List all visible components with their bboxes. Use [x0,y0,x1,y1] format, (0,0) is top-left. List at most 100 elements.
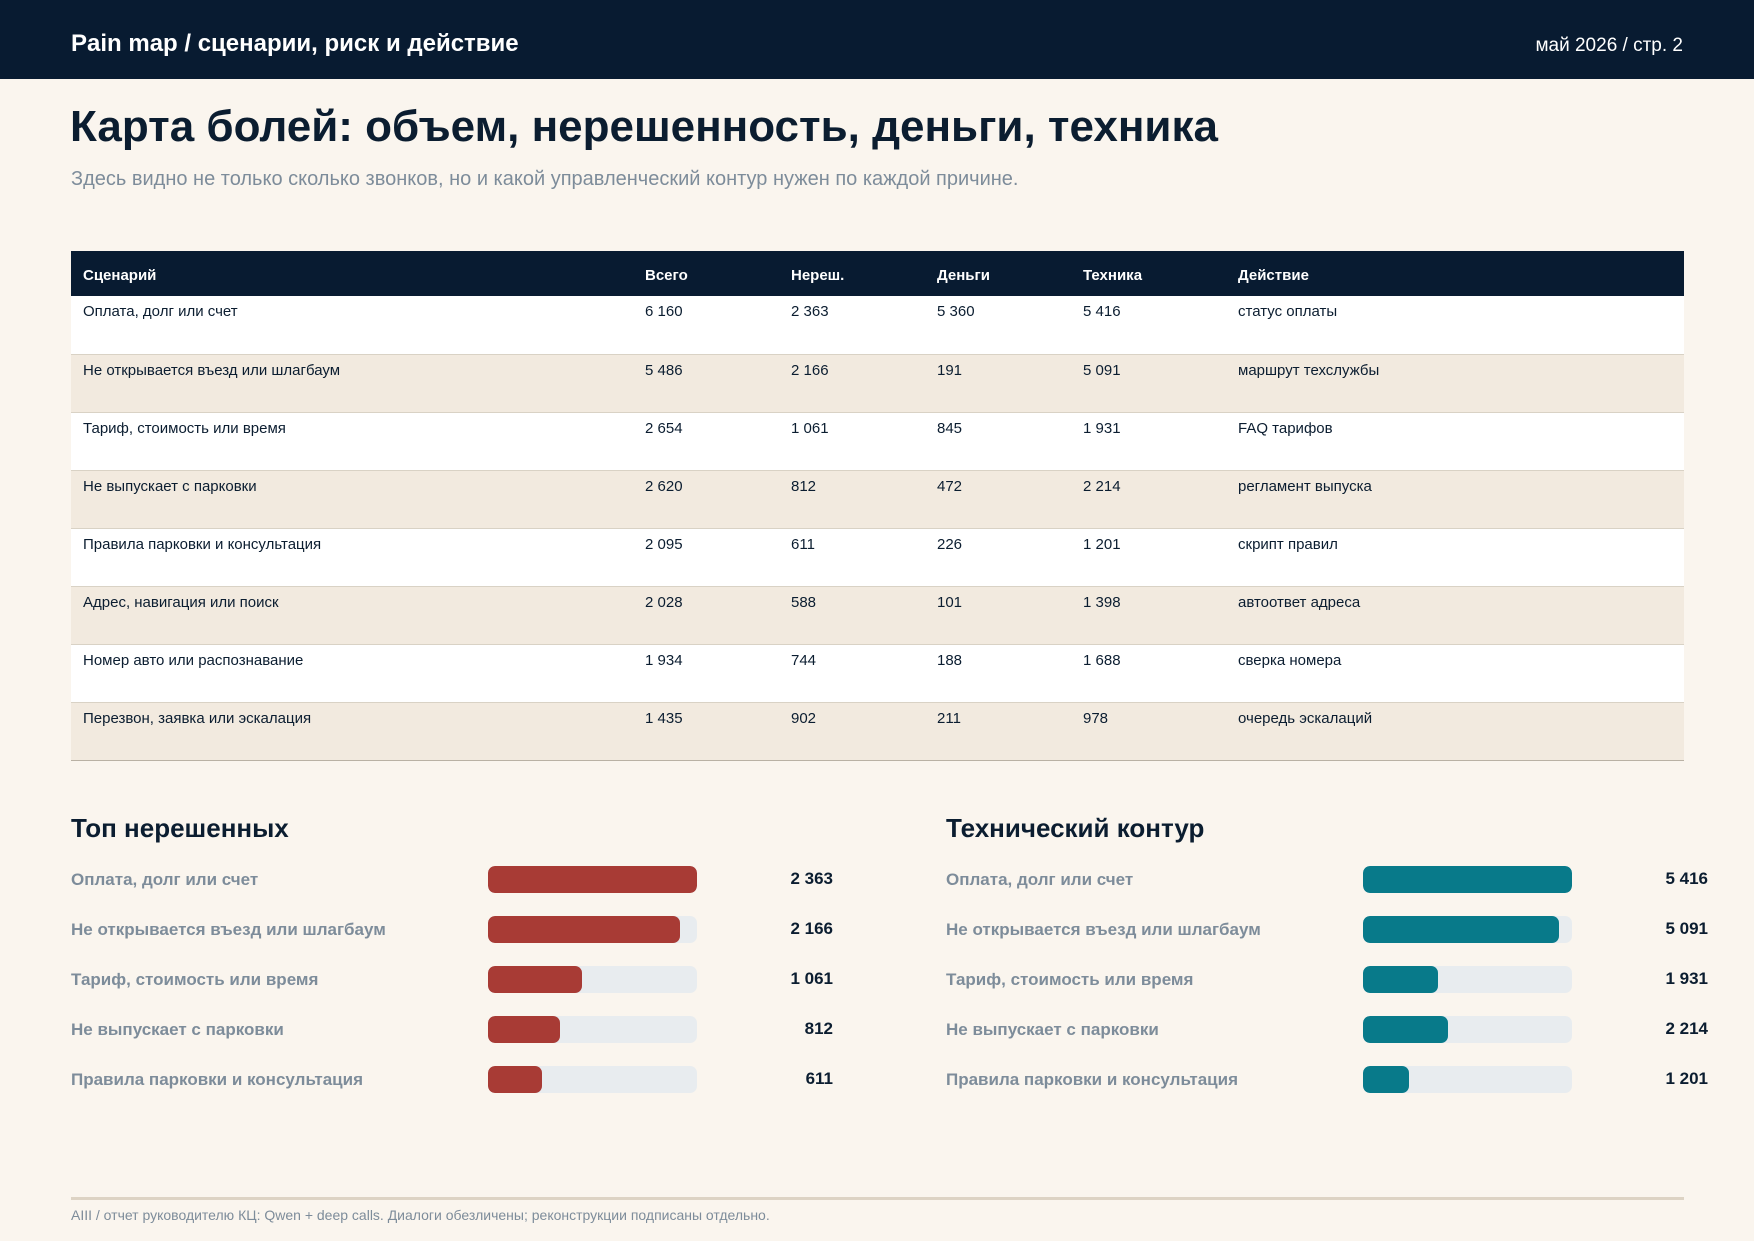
total-cell: 1 435 [633,702,779,761]
bar-track [488,916,697,943]
technical-contour-title: Технический контур [946,813,1205,843]
unresolved-cell: 2 166 [779,354,925,413]
bar-row: Правила парковки и консультация 611 [71,1066,851,1094]
bar-fill [1363,1016,1449,1043]
scenario-cell: Адрес, навигация или поиск [71,586,633,645]
bar-value: 611 [805,1069,833,1088]
unresolved-cell: 812 [779,470,925,529]
technical-contour-panel: Технический контур Оплата, долг или счет… [946,812,1726,1093]
bar-fill [488,1066,543,1093]
bar-fill [488,966,582,993]
top-unresolved-panel: Топ нерешенных Оплата, долг или счет 2 36… [71,812,851,1093]
technical-cell: 1 931 [1071,412,1226,471]
bar-value: 812 [804,1019,833,1038]
bar-value: 1 931 [1665,969,1708,988]
top-unresolved-title: Топ нерешенных [71,813,289,843]
bar-fill [488,866,697,893]
bar-track [1363,1066,1572,1093]
total-cell: 2 620 [633,470,779,529]
bar-track [488,1016,697,1043]
money-cell: 188 [925,644,1071,703]
bar-track [1363,1016,1572,1043]
table-row: Оплата, долг или счет 6 160 2 363 5 360 5 41… [71,296,1684,355]
bar-label: Тариф, стоимость или время [71,970,319,989]
money-cell: 845 [925,412,1071,471]
bar-label: Оплата, долг или счет [71,870,259,889]
bar-value: 2 214 [1665,1019,1708,1038]
scenario-cell: Не выпускает с парковки [71,470,633,529]
page-number-label: май 2026 / стр. 2 [1535,35,1683,56]
bar-track [1363,866,1572,893]
unresolved-cell: 1 061 [779,412,925,471]
unresolved-cell: 611 [779,528,925,587]
bar-value: 5 416 [1665,869,1708,888]
unresolved-cell: 902 [779,702,925,761]
unresolved-cell: 588 [779,586,925,645]
money-cell: 472 [925,470,1071,529]
technical-cell: 1 398 [1071,586,1226,645]
bar-label: Оплата, долг или счет [946,870,1134,889]
bar-label: Не открывается въезд или шлагбаум [946,920,1261,939]
table-row: Адрес, навигация или поиск 2 028 588 101 1 3… [71,586,1684,645]
bar-row: Не открывается въезд или шлагбаум 5 091 [946,916,1726,944]
total-cell: 1 934 [633,644,779,703]
bar-fill [488,916,680,943]
bar-value: 1 061 [790,969,833,988]
money-cell: 5 360 [925,296,1071,355]
bar-row: Оплата, долг или счет 2 363 [71,866,851,894]
bar-fill [1363,1066,1410,1093]
total-cell: 2 095 [633,528,779,587]
bar-row: Не выпускает с парковки 812 [71,1016,851,1044]
action-cell: маршрут техслужбы [1226,354,1684,413]
scenario-cell: Номер авто или распознавание [71,644,633,703]
bar-label: Тариф, стоимость или время [946,970,1194,989]
table-row: Номер авто или распознавание 1 934 744 188 1… [71,644,1684,703]
footer-divider [71,1197,1684,1200]
bar-value: 1 201 [1665,1069,1708,1088]
bar-row: Правила парковки и консультация 1 201 [946,1066,1726,1094]
table-row: Тариф, стоимость или время 2 654 1 061 845 1… [71,412,1684,471]
scenario-cell: Не открывается въезд или шлагбаум [71,354,633,413]
technical-cell: 1 688 [1071,644,1226,703]
bar-value: 2 363 [790,869,833,888]
table-header-row: Сценарий Всего Нереш. Деньги Техника Дей… [71,251,1684,296]
bar-row: Тариф, стоимость или время 1 061 [71,966,851,994]
bar-row: Не открывается въезд или шлагбаум 2 166 [71,916,851,944]
column-header-action: Действие [1226,251,1684,296]
bar-fill [1363,966,1438,993]
bar-label: Не выпускает с парковки [71,1020,284,1039]
unresolved-cell: 2 363 [779,296,925,355]
bar-row: Не выпускает с парковки 2 214 [946,1016,1726,1044]
column-header-unresolved: Нереш. [779,251,925,296]
bar-label: Правила парковки и консультация [71,1070,363,1089]
bar-track [488,1066,697,1093]
unresolved-cell: 744 [779,644,925,703]
bar-track [488,966,697,993]
money-cell: 211 [925,702,1071,761]
action-cell: статус оплаты [1226,296,1684,355]
footer-note: AIII / отчет руководителю КЦ: Qwen + dee… [71,1207,770,1223]
action-cell: скрипт правил [1226,528,1684,587]
bar-fill [488,1016,560,1043]
bar-value: 5 091 [1665,919,1708,938]
technical-cell: 5 416 [1071,296,1226,355]
action-cell: FAQ тарифов [1226,412,1684,471]
bar-label: Правила парковки и консультация [946,1070,1238,1089]
scenario-cell: Оплата, долг или счет [71,296,633,355]
bar-value: 2 166 [790,919,833,938]
table-row: Перезвон, заявка или эскалация 1 435 902 21… [71,702,1684,761]
bar-track [1363,966,1572,993]
pain-map-table: Сценарий Всего Нереш. Деньги Техника Дей… [71,251,1684,761]
technical-cell: 5 091 [1071,354,1226,413]
technical-cell: 2 214 [1071,470,1226,529]
column-header-money: Деньги [925,251,1071,296]
column-header-scenario: Сценарий [71,251,633,296]
bar-track [1363,916,1572,943]
technical-cell: 1 201 [1071,528,1226,587]
action-cell: сверка номера [1226,644,1684,703]
table-row: Не выпускает с парковки 2 620 812 472 2 214 р… [71,470,1684,529]
scenario-cell: Перезвон, заявка или эскалация [71,702,633,761]
report-header-title: Pain map / сценарии, риск и действие [71,30,519,57]
bar-row: Оплата, долг или счет 5 416 [946,866,1726,894]
bar-label: Не выпускает с парковки [946,1020,1159,1039]
